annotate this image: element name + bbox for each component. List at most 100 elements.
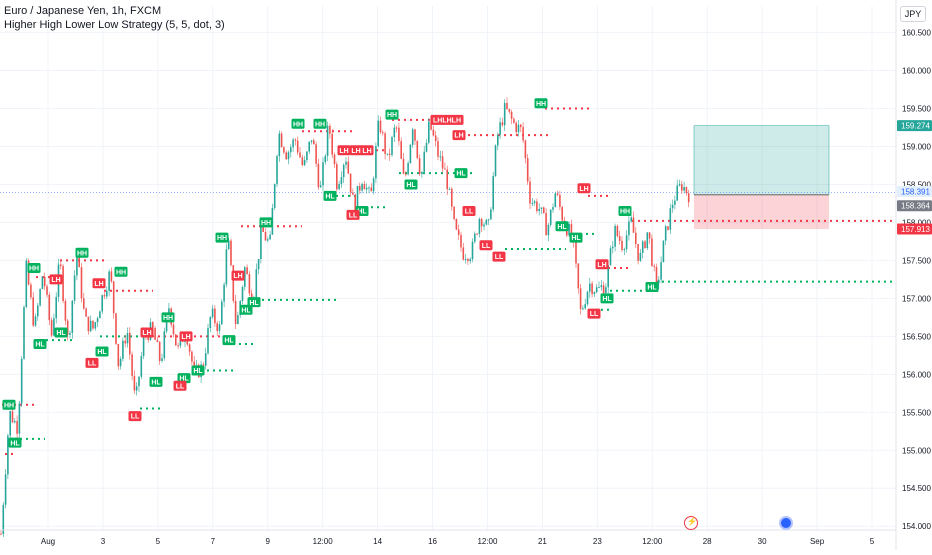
candle-body	[428, 121, 430, 143]
candle-body	[188, 344, 191, 352]
candle-body	[614, 225, 616, 247]
time-tick-label: 5	[156, 537, 161, 546]
candle-body	[618, 236, 621, 241]
candle-body	[388, 153, 391, 155]
candle-body	[23, 307, 25, 359]
candle-body	[561, 207, 563, 221]
candle-body	[71, 300, 74, 333]
candle-body	[407, 162, 409, 175]
candle-body	[11, 411, 14, 423]
candle-body	[179, 336, 182, 346]
chart-legend: Euro / Japanese Yen, 1h, FXCM Higher Hig…	[4, 4, 225, 32]
swing-label-green: HL	[10, 440, 20, 447]
candle-body	[227, 240, 230, 250]
candle-body	[66, 320, 69, 335]
candle-body	[283, 147, 285, 153]
candle-body	[671, 204, 674, 209]
swing-label-red-bg	[430, 114, 464, 125]
swing-label-green: HH	[77, 250, 87, 257]
price-tick-label: 155.500	[902, 408, 931, 417]
candle-body	[662, 240, 665, 263]
candle-body	[209, 316, 212, 329]
swing-label-red: LL	[88, 361, 97, 368]
swing-label-green-bg	[2, 399, 16, 410]
swing-label-green-bg	[177, 373, 191, 384]
swing-label-red: LH	[181, 334, 190, 341]
swing-label-red: LL	[349, 212, 358, 219]
candle-body	[363, 183, 366, 190]
swing-label-green-bg	[555, 221, 569, 232]
candle-body	[669, 208, 672, 230]
swing-label-green-bg	[27, 263, 41, 273]
candle-body	[34, 316, 37, 326]
swing-label-green: HH	[217, 235, 227, 242]
swing-label-red-bg	[337, 145, 351, 156]
candle-body	[204, 353, 207, 366]
candle-body	[476, 233, 478, 235]
candle-body	[630, 217, 632, 222]
candle-body	[632, 217, 635, 233]
candle-body	[108, 271, 110, 291]
candle-body	[628, 221, 630, 236]
time-tick-label: 5	[870, 537, 875, 546]
flash-icon[interactable]	[684, 516, 698, 530]
candle-body	[313, 140, 315, 145]
candle-body	[616, 225, 619, 237]
candle-body	[478, 218, 481, 234]
swing-label-green: HH	[116, 269, 126, 276]
candle-body	[559, 194, 561, 208]
candle-body	[315, 144, 317, 164]
candle-body	[18, 403, 21, 434]
candle-body	[361, 183, 363, 191]
price-tick-label: 157.000	[902, 294, 931, 303]
candle-body	[418, 158, 421, 175]
candle-body	[154, 328, 156, 340]
candle-body	[451, 188, 453, 207]
candle-body	[349, 173, 352, 193]
candle-body	[4, 474, 7, 505]
candle-body	[292, 139, 294, 148]
candle-body	[368, 187, 370, 189]
candle-body	[538, 208, 540, 212]
candle-body	[294, 139, 297, 141]
globe-icon[interactable]	[779, 516, 793, 530]
candle-body	[379, 120, 382, 133]
candle-body	[609, 248, 612, 266]
symbol-title[interactable]: Euro / Japanese Yen, 1h, FXCM	[4, 5, 162, 17]
swing-label-red: LH	[362, 148, 371, 155]
candle-body	[46, 286, 48, 295]
swing-label-red-bg	[492, 251, 506, 262]
candle-body	[382, 132, 384, 134]
candle-body	[2, 504, 5, 534]
candle-body	[464, 258, 467, 260]
position-tool	[0, 125, 896, 230]
candle-body	[469, 259, 471, 262]
candle-body	[278, 133, 281, 157]
candle-body	[191, 351, 193, 362]
currency-badge[interactable]: JPY	[900, 6, 926, 22]
swing-label-green: HH	[620, 209, 630, 216]
candle-body	[211, 308, 214, 317]
swing-label-red-bg	[349, 145, 363, 156]
candle-body	[218, 324, 221, 331]
candle-body	[140, 356, 143, 377]
swing-label-red: LL	[482, 243, 491, 250]
candle-body	[513, 118, 515, 123]
candle-body	[359, 185, 361, 191]
candle-body	[499, 122, 501, 135]
candle-body	[448, 188, 451, 190]
candle-body	[681, 184, 683, 191]
candle-body	[605, 287, 607, 294]
indicator-title[interactable]: Higher High Lower Low Strategy (5, 5, do…	[4, 19, 225, 31]
swing-label-red: LH	[454, 133, 463, 140]
stop-loss-zone	[694, 194, 829, 230]
candle-body	[365, 187, 368, 190]
candle-body	[501, 122, 504, 126]
swing-label-red-bg	[140, 327, 154, 338]
candle-body	[9, 411, 11, 436]
candle-body	[329, 125, 331, 134]
time-tick-label: 3	[101, 537, 106, 546]
candle-body	[641, 241, 644, 253]
